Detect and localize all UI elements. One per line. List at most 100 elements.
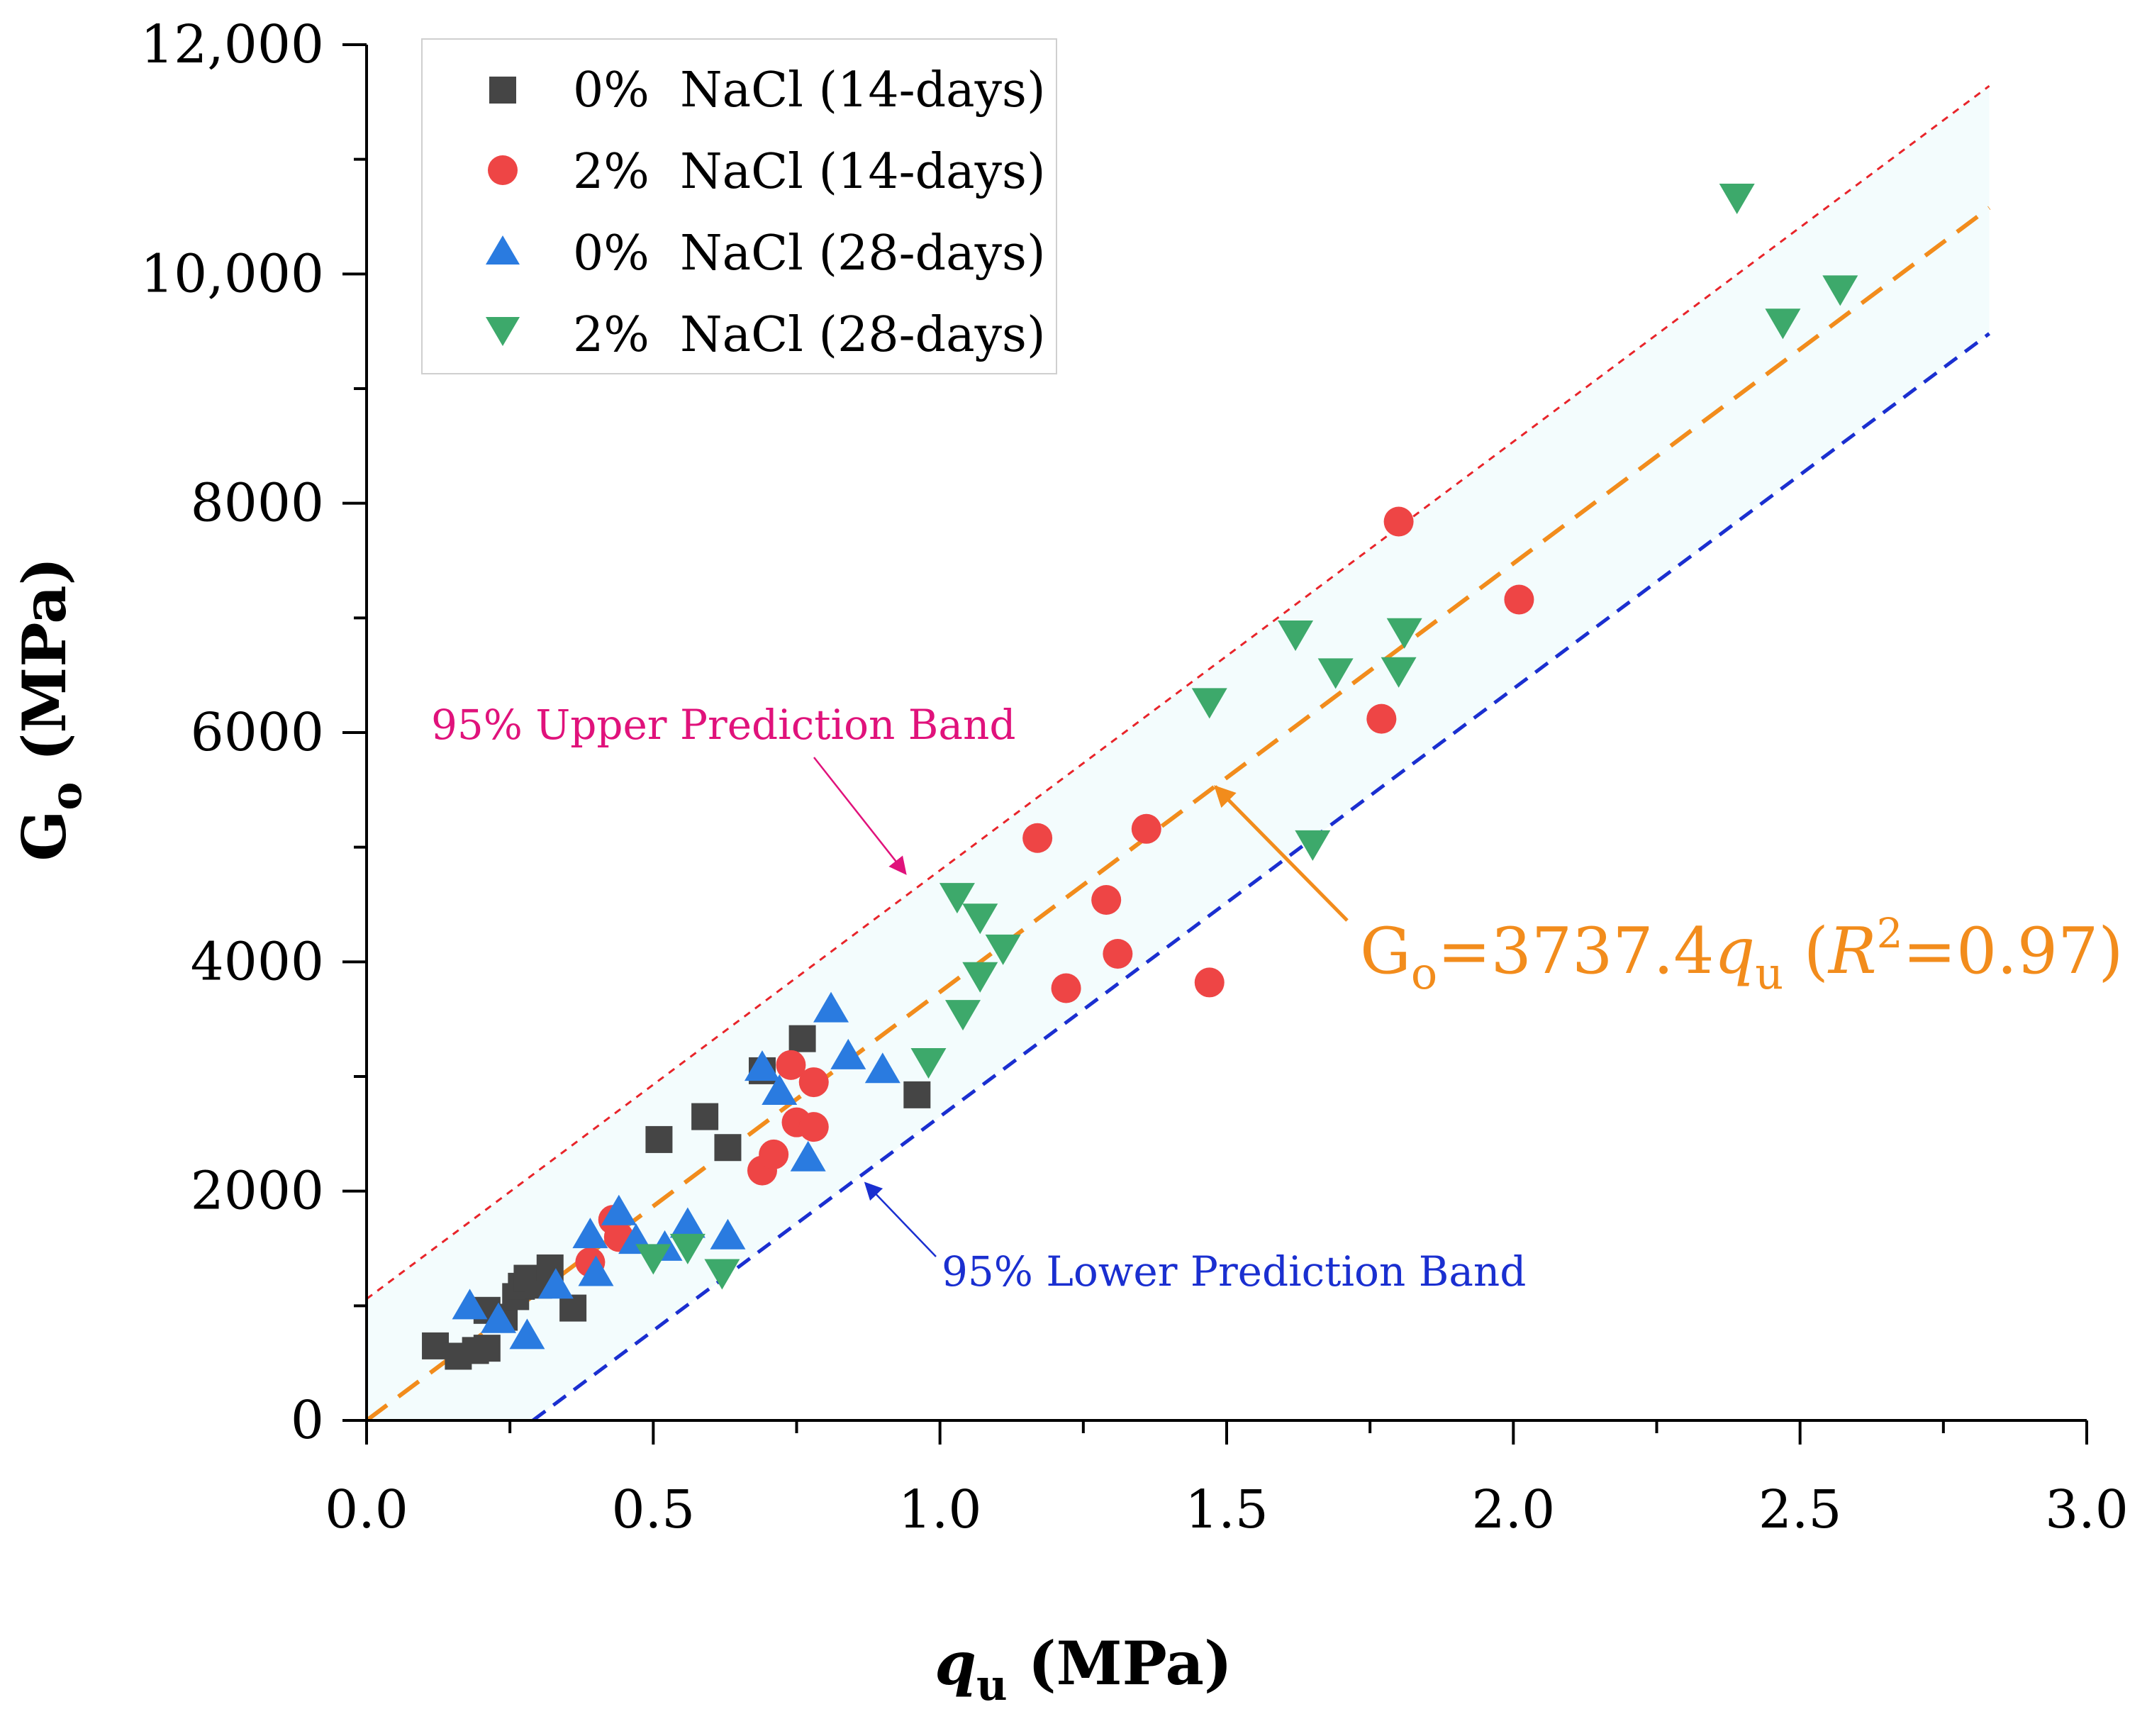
data-point-square (691, 1103, 719, 1130)
lower-band-label: 95% Lower Prediction Band (942, 1247, 1526, 1296)
axes-layer: 0.0 0.5 1.0 1.5 2.0 2.5 3.0 0 2000 4000 6000 8000 10… (140, 14, 2129, 1540)
legend-item-2: 0% NaCl (28-days) (486, 226, 1046, 282)
data-point-triangle-down (945, 1000, 981, 1031)
y-tick-label: 6000 (191, 702, 324, 763)
linear-fit-line (365, 206, 1991, 1423)
x-tick-label: 0.0 (325, 1479, 408, 1540)
data-point-triangle-down (1386, 618, 1422, 649)
y-axis-title-group: Go (MPa) (9, 557, 91, 862)
data-point-circle (1131, 813, 1161, 844)
fit-equation-arrow (1214, 785, 1349, 922)
series-3 (635, 184, 1858, 1290)
data-point-circle (1051, 973, 1081, 1003)
data-point-triangle-up (813, 991, 849, 1023)
data-point-triangle-down (1719, 184, 1755, 215)
annotation-layer (813, 757, 1349, 1257)
data-point-circle (776, 1050, 806, 1080)
data-point-square (422, 1332, 450, 1359)
y-tick-label: 0 (291, 1390, 324, 1451)
data-point-triangle-up (509, 1318, 545, 1350)
data-point-triangle-down (1191, 688, 1227, 719)
data-point-triangle-down (910, 1047, 947, 1079)
fit-line-layer (365, 84, 1991, 1423)
series-0 (422, 1025, 931, 1370)
y-tick-label: 12,000 (140, 14, 324, 75)
upper-prediction-band-line (366, 84, 1990, 1300)
data-point-circle (1103, 939, 1133, 969)
data-point-circle (1022, 823, 1053, 853)
upper-band-arrow (813, 757, 907, 875)
data-point-triangle-up (537, 1268, 574, 1299)
data-point-triangle-down (1765, 308, 1801, 340)
data-point-triangle-up (762, 1074, 798, 1106)
data-point-triangle-up (864, 1052, 900, 1084)
data-point-square (645, 1125, 673, 1153)
upper-band-label: 95% Upper Prediction Band (431, 701, 1015, 749)
legend-item-1: 2% NaCl (14-days) (488, 144, 1046, 200)
legend-circle-marker (488, 155, 518, 185)
data-point-triangle-down (962, 903, 998, 935)
data-point-triangle-up (601, 1194, 637, 1225)
data-point-triangle-down (962, 962, 998, 993)
data-point-triangle-down (1278, 620, 1314, 651)
legend-item-3: 2% NaCl (28-days) (486, 307, 1046, 363)
x-tick-label: 2.5 (1758, 1479, 1842, 1540)
x-axis-title: qu (MPa) (935, 1628, 1232, 1710)
fit-equation: Go=3737.4qu (R2=0.97) (1360, 909, 2123, 999)
data-point-triangle-up (452, 1289, 488, 1320)
x-tick-label: 1.0 (898, 1479, 982, 1540)
data-point-square (788, 1025, 816, 1052)
data-point-triangle-down (704, 1259, 740, 1290)
legend-label-3: 2% NaCl (28-days) (573, 307, 1046, 363)
legend-triangle-down-marker (486, 317, 520, 346)
data-point-triangle-up (790, 1140, 826, 1172)
data-point-triangle-down (669, 1233, 706, 1264)
x-tick-label: 3.0 (2045, 1479, 2129, 1540)
legend-item-0: 0% NaCl (14-days) (489, 62, 1046, 118)
data-point-circle (759, 1139, 789, 1169)
legend-label-1: 2% NaCl (14-days) (573, 144, 1046, 200)
data-point-circle (798, 1112, 829, 1142)
x-tick-label: 1.5 (1185, 1479, 1268, 1540)
data-point-triangle-down (1822, 275, 1858, 306)
y-axis-title: Go (MPa) (9, 557, 91, 862)
data-point-square (473, 1335, 501, 1362)
y-tick-label: 8000 (191, 473, 324, 534)
data-point-square (714, 1134, 742, 1162)
data-point-circle (1194, 967, 1225, 998)
data-point-triangle-down (939, 883, 975, 914)
x-tick-label: 2.0 (1471, 1479, 1555, 1540)
legend-triangle-up-marker (486, 235, 520, 265)
data-point-square (559, 1294, 587, 1322)
data-point-triangle-down (1317, 658, 1354, 689)
data-point-triangle-down (985, 934, 1021, 965)
data-point-circle (1383, 506, 1414, 537)
data-point-triangle-up (480, 1302, 516, 1333)
legend-label-2: 0% NaCl (28-days) (573, 226, 1046, 282)
data-point-triangle-up (710, 1218, 746, 1250)
y-tick-label: 10,000 (140, 243, 324, 304)
y-tick-label: 4000 (191, 931, 324, 992)
series-2 (452, 991, 900, 1350)
legend: 0% NaCl (14-days) 2% NaCl (14-days) 0% N… (421, 38, 1057, 374)
data-points-layer (422, 184, 1858, 1370)
legend-label-0: 0% NaCl (14-days) (573, 62, 1046, 118)
data-point-triangle-up (669, 1207, 706, 1238)
data-point-circle (1366, 703, 1397, 734)
legend-box (421, 38, 1057, 374)
x-tick-label: 0.5 (611, 1479, 695, 1540)
data-point-triangle-down (1381, 657, 1417, 688)
data-point-circle (798, 1067, 829, 1098)
data-point-square (903, 1081, 931, 1108)
y-tick-label: 2000 (191, 1161, 324, 1222)
data-point-triangle-up (744, 1050, 780, 1081)
data-point-triangle-up (572, 1218, 608, 1249)
data-point-triangle-down (635, 1244, 671, 1275)
lower-prediction-band-line (532, 332, 1991, 1423)
data-point-triangle-down (1295, 830, 1331, 861)
data-point-triangle-up (830, 1038, 866, 1069)
data-point-triangle-up (578, 1255, 614, 1286)
data-point-circle (1091, 885, 1122, 916)
data-point-circle (1504, 584, 1534, 615)
